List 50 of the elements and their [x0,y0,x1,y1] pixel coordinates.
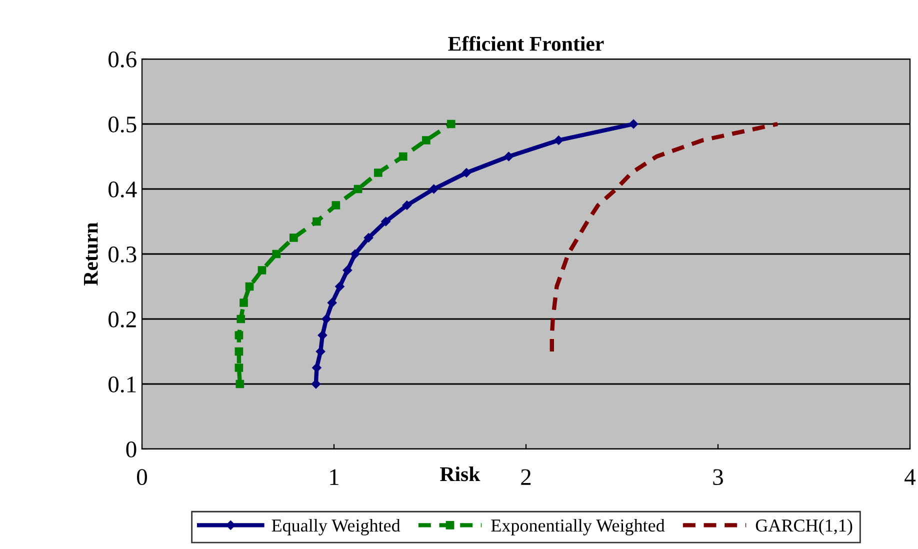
point [236,314,246,324]
x-tick-label: 4 [904,469,916,485]
point [398,152,408,161]
point [504,152,514,162]
point [327,298,337,308]
point [236,380,244,388]
point [628,119,638,129]
point [429,184,438,194]
y-tick-label: 0.1 [108,376,136,393]
x-tick-label: 0 [136,469,148,486]
y-tick-label: 0.6 [108,51,136,68]
y-axis-title: Return [84,222,98,286]
chart-title: Efficient Frontier [448,36,604,51]
point [312,217,321,226]
point [446,120,456,128]
point [240,298,248,307]
y-tick-label: 0.3 [108,246,136,263]
point [234,331,244,340]
point [354,184,362,194]
point [258,266,266,274]
point [342,266,352,275]
point [402,200,412,210]
x-tick-label: 1 [330,469,338,485]
legend-label: GARCH(1,1) [756,518,852,536]
y-tick-label: 0.2 [108,311,136,328]
point [350,249,360,259]
point [364,233,374,242]
point [234,364,244,372]
point [335,282,344,292]
point [272,250,281,258]
legend-label: Equally Weighted [272,518,400,536]
point [234,347,244,356]
x-tick-label: 2 [521,469,531,485]
point [554,136,564,145]
x-tick-label: 3 [713,469,723,486]
y-tick-label: 0 [126,441,136,458]
point [245,282,254,291]
x-axis-title: Risk [440,466,480,482]
point [462,168,472,178]
legend-label: Exponentially Weighted [491,518,665,536]
point [374,168,382,177]
point [332,201,340,210]
y-tick-label: 0.5 [108,116,136,133]
y-tick-label: 0.4 [108,181,137,198]
point [322,314,331,324]
point [316,346,326,356]
point [422,136,430,144]
point [318,330,328,340]
point [381,216,390,226]
point [290,234,298,242]
